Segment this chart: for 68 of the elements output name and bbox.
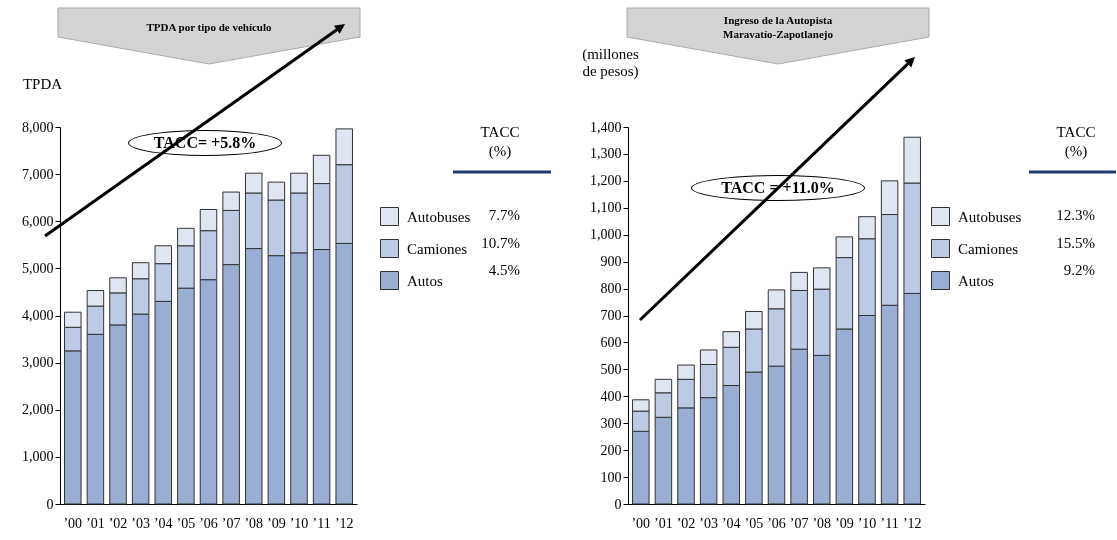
x-tick-label: ’03 [699, 515, 718, 531]
x-tick-label: ’02 [676, 515, 696, 531]
y-axis-title: (millones de pesos) [582, 45, 639, 80]
y-tick-label: 400 [600, 388, 622, 404]
y-tick-label: 500 [600, 361, 622, 377]
y-tick-label: 4,000 [22, 308, 54, 323]
x-tick-label: ’08 [244, 515, 264, 531]
text: 7.7% [488, 207, 520, 223]
text: 10.7% [481, 234, 520, 251]
text: 4.5% [488, 262, 520, 278]
x-tick-label: ’08 [812, 515, 832, 531]
legend-label: Autos [958, 272, 994, 289]
x-tick-label: ’00 [63, 515, 83, 531]
x-tick-label: ’05 [744, 515, 764, 531]
y-tick-label: 300 [600, 415, 622, 431]
x-tick-label: ’04 [153, 515, 173, 531]
text: 12.3% [1056, 207, 1095, 223]
y-tick-label: 800 [600, 281, 622, 297]
y-axis-title: TPDA [22, 75, 63, 92]
x-tick-label: ’06 [199, 515, 218, 531]
x-tick-label: ’03 [131, 515, 150, 531]
x-tick-label: ’01 [86, 515, 105, 531]
y-tick-label: 200 [600, 442, 622, 458]
y-tick-label: 1,400 [590, 119, 622, 135]
y-tick-label: 8,000 [22, 119, 54, 135]
y-tick-label: 1,000 [590, 227, 622, 243]
y-tick-label: 700 [600, 308, 622, 323]
y-tick-label: 1,000 [22, 449, 54, 465]
text: 15.5% [1056, 234, 1095, 251]
x-tick-label: ’05 [176, 515, 196, 531]
legend-label: Camiones [958, 240, 1019, 257]
y-tick-label: 0 [46, 496, 54, 512]
chart-title: TPDA por tipo de vehículo [146, 21, 273, 33]
y-tick-label: 1,200 [590, 173, 622, 189]
x-tick-label: ’09 [267, 515, 286, 531]
x-tick-label: ’10 [857, 515, 877, 531]
x-tick-label: ’04 [721, 515, 741, 531]
y-tick-label: 5,000 [22, 260, 54, 276]
legend-label: Autobuses [958, 208, 1022, 225]
x-tick-label: ’02 [108, 515, 128, 531]
y-tick-label: 0 [614, 496, 622, 512]
y-tick-label: 1,100 [590, 200, 622, 216]
x-tick-label: ’06 [767, 515, 786, 531]
chart-title: Ingreso de la Autopista Maravatío-Zapotlanejo [723, 14, 834, 40]
x-tick-label: ’12 [902, 515, 922, 531]
x-tick-label: ’11 [312, 515, 331, 531]
y-tick-label: 2,000 [22, 402, 54, 418]
y-tick-label: 7,000 [22, 166, 54, 182]
x-tick-label: ’01 [654, 515, 673, 531]
text: TACC (%) [1056, 124, 1096, 160]
x-tick-label: ’07 [221, 515, 241, 531]
y-tick-label: 900 [600, 254, 622, 270]
x-tick-label: ’00 [631, 515, 651, 531]
x-tick-label: ’11 [880, 515, 899, 531]
y-tick-label: 3,000 [22, 355, 54, 371]
text: TACC (%) [480, 124, 520, 160]
legend-label: Autos [407, 272, 443, 289]
x-tick-label: ’07 [789, 515, 809, 531]
x-tick-label: ’09 [835, 515, 854, 531]
x-tick-label: ’10 [289, 515, 309, 531]
legend-label: Camiones [407, 240, 468, 257]
y-tick-label: 600 [600, 334, 622, 350]
y-tick-label: 100 [600, 469, 622, 485]
x-tick-label: ’12 [334, 515, 354, 531]
legend-label: Autobuses [407, 208, 471, 225]
y-tick-label: 6,000 [22, 213, 54, 229]
text: 9.2% [1063, 262, 1095, 278]
y-tick-label: 1,300 [590, 146, 622, 162]
